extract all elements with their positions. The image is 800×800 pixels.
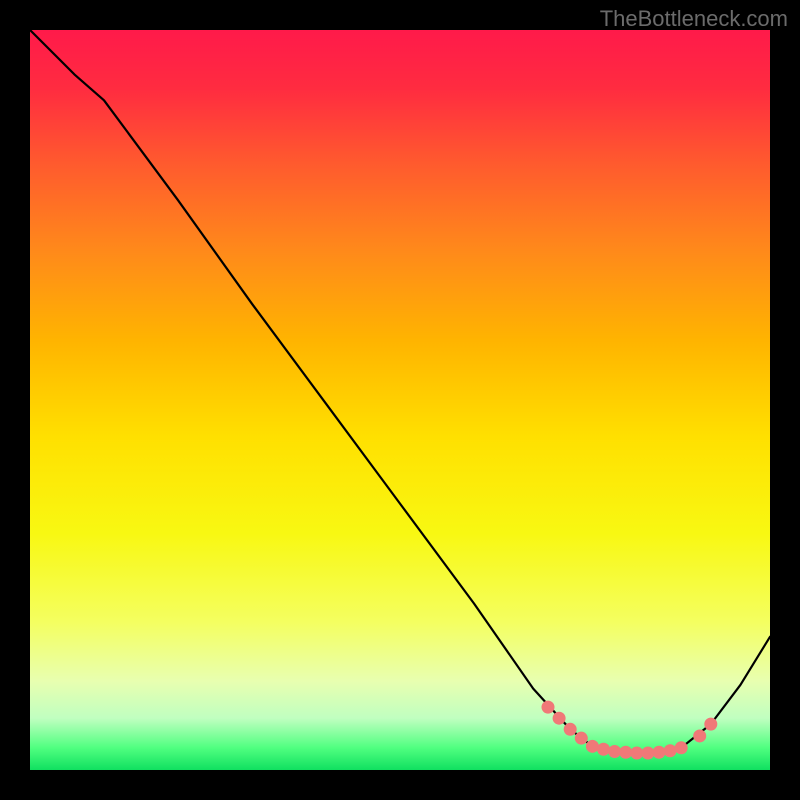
marker-point: [675, 742, 687, 754]
marker-point: [642, 747, 654, 759]
marker-point: [609, 746, 621, 758]
chart-container: TheBottleneck.com: [0, 0, 800, 800]
marker-point: [575, 732, 587, 744]
plot-area: [30, 30, 770, 770]
chart-svg: [30, 30, 770, 770]
marker-point: [598, 743, 610, 755]
marker-point: [564, 723, 576, 735]
marker-point: [542, 701, 554, 713]
marker-point: [631, 747, 643, 759]
marker-point: [705, 718, 717, 730]
marker-point: [620, 746, 632, 758]
watermark-label: TheBottleneck.com: [600, 6, 788, 32]
heat-gradient-bg: [30, 30, 770, 770]
marker-point: [586, 740, 598, 752]
marker-point: [694, 730, 706, 742]
marker-point: [664, 745, 676, 757]
marker-point: [553, 712, 565, 724]
marker-point: [653, 746, 665, 758]
